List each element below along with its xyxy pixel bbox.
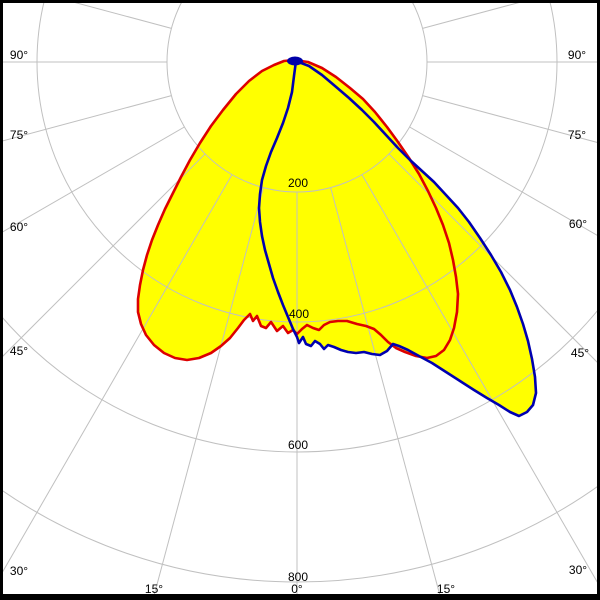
grid-ray-75deg: [422, 95, 600, 144]
angle-tick-label: 60°: [569, 217, 587, 231]
frame-bottom: [0, 594, 600, 600]
blue-curve-stroke: [257, 59, 538, 418]
angle-tick-label: 75°: [568, 128, 586, 142]
grid-ray-60deg: [409, 126, 600, 238]
grid-ray--30deg: [0, 174, 233, 578]
frame-top: [0, 0, 600, 3]
angle-tick-label: 75°: [10, 128, 28, 142]
frame-right: [597, 0, 600, 600]
blue-curve-fill: [259, 61, 536, 416]
angle-tick-label: 15°: [437, 582, 455, 596]
angle-tick-label: 60°: [10, 220, 28, 234]
grid-ray-30deg: [361, 174, 600, 588]
angle-tick-label: 90°: [10, 48, 28, 62]
radial-tick-label: 400: [289, 307, 309, 321]
angle-tick-label: 15°: [145, 582, 163, 596]
grid-ray--75deg: [0, 95, 172, 143]
angle-tick-label: 0°: [291, 582, 303, 596]
angle-tick-label: 45°: [10, 344, 28, 358]
grid-ray--45deg: [0, 153, 206, 360]
radial-tick-label: 800: [288, 570, 308, 584]
frame-left: [0, 0, 3, 600]
angle-tick-label: 30°: [10, 564, 28, 578]
radial-tick-label: 600: [288, 438, 308, 452]
grid-ray--15deg: [152, 187, 264, 600]
angle-tick-label: 30°: [569, 563, 587, 577]
grid-ray--60deg: [0, 126, 185, 235]
curve-origin-marker: [287, 56, 303, 66]
angle-tick-label: 90°: [568, 48, 586, 62]
angle-tick-label: 45°: [571, 346, 589, 360]
radial-tick-label: 200: [288, 176, 308, 190]
